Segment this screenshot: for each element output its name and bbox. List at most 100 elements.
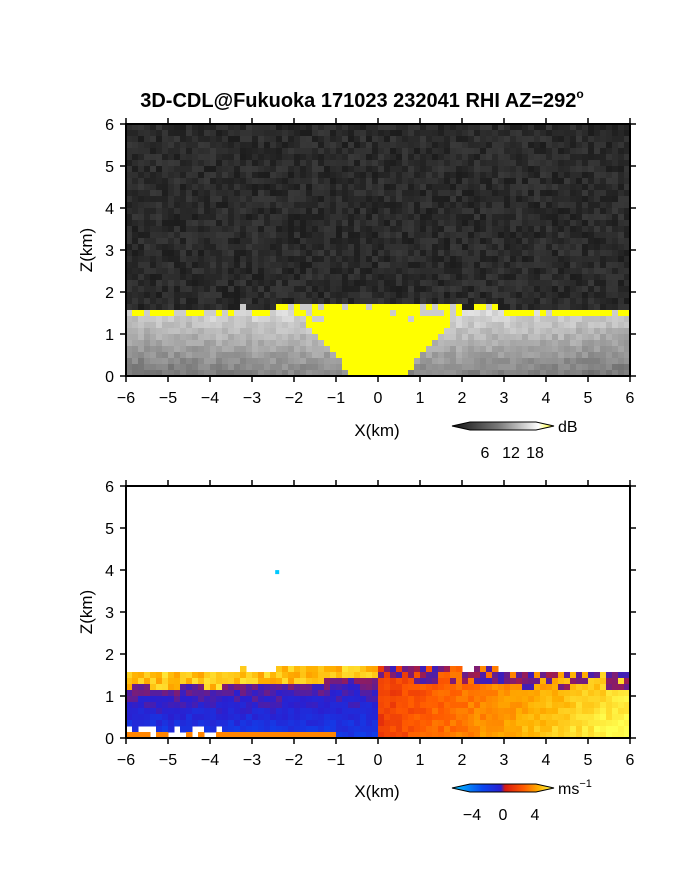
reflectivity-cell — [480, 274, 487, 281]
reflectivity-cell — [144, 370, 151, 377]
reflectivity-cell — [234, 346, 241, 353]
reflectivity-cell — [618, 202, 625, 209]
velocity-cell — [198, 720, 205, 727]
reflectivity-cell — [588, 190, 595, 197]
velocity-cell — [192, 696, 199, 703]
reflectivity-cell — [342, 364, 349, 371]
reflectivity-cell — [414, 148, 421, 155]
reflectivity-cell — [216, 364, 223, 371]
reflectivity-cell — [564, 238, 571, 245]
reflectivity-cell — [360, 292, 367, 299]
velocity-cell — [372, 726, 379, 733]
reflectivity-cell — [264, 250, 271, 257]
reflectivity-cell — [516, 256, 523, 263]
reflectivity-cell — [558, 232, 565, 239]
velocity-cell — [510, 672, 517, 679]
reflectivity-cell — [264, 130, 271, 137]
reflectivity-cell — [450, 364, 457, 371]
reflectivity-cell — [258, 340, 265, 347]
velocity-cell — [588, 678, 595, 685]
reflectivity-cell — [354, 256, 361, 263]
reflectivity-cell — [534, 268, 541, 275]
reflectivity-cell — [228, 136, 235, 143]
reflectivity-cell — [534, 280, 541, 287]
reflectivity-cell — [252, 130, 259, 137]
reflectivity-cell — [426, 214, 433, 221]
reflectivity-cell — [288, 364, 295, 371]
reflectivity-cell — [402, 298, 409, 305]
reflectivity-cell — [396, 220, 403, 227]
reflectivity-colorbar-bar — [451, 421, 555, 431]
reflectivity-cell — [588, 292, 595, 299]
reflectivity-cell — [438, 166, 445, 173]
reflectivity-cell — [576, 328, 583, 335]
reflectivity-cell — [510, 346, 517, 353]
reflectivity-cell — [234, 136, 241, 143]
reflectivity-cell — [210, 208, 217, 215]
reflectivity-cell — [306, 166, 313, 173]
reflectivity-cell — [372, 304, 379, 311]
reflectivity-cell — [618, 256, 625, 263]
reflectivity-cell — [228, 358, 235, 365]
reflectivity-xlabel: X(km) — [354, 421, 399, 440]
reflectivity-cell — [276, 154, 283, 161]
reflectivity-cell — [246, 334, 253, 341]
reflectivity-cell — [174, 346, 181, 353]
reflectivity-cell — [396, 142, 403, 149]
velocity-cell — [504, 672, 511, 679]
reflectivity-cell — [432, 292, 439, 299]
velocity-cell — [342, 684, 349, 691]
velocity-cell — [312, 684, 319, 691]
reflectivity-cell — [282, 130, 289, 137]
reflectivity-cell — [414, 226, 421, 233]
reflectivity-cell — [312, 232, 319, 239]
reflectivity-cell — [276, 238, 283, 245]
velocity-cell — [252, 690, 259, 697]
velocity-cell — [456, 720, 463, 727]
reflectivity-cell — [360, 250, 367, 257]
reflectivity-cell — [312, 316, 319, 323]
velocity-cell — [516, 696, 523, 703]
reflectivity-cell — [198, 328, 205, 335]
velocity-cell — [402, 684, 409, 691]
reflectivity-cell — [540, 184, 547, 191]
reflectivity-cell — [336, 286, 343, 293]
reflectivity-cell — [612, 190, 619, 197]
reflectivity-cell — [126, 280, 133, 287]
reflectivity-cell — [420, 316, 427, 323]
reflectivity-cell — [162, 124, 169, 131]
velocity-cell — [408, 732, 415, 739]
reflectivity-cell — [606, 154, 613, 161]
reflectivity-cell — [324, 364, 331, 371]
velocity-cell — [144, 672, 151, 679]
reflectivity-cell — [180, 172, 187, 179]
reflectivity-cell — [432, 196, 439, 203]
reflectivity-cell — [432, 184, 439, 191]
reflectivity-cell — [420, 280, 427, 287]
reflectivity-cell — [432, 280, 439, 287]
reflectivity-cell — [192, 298, 199, 305]
reflectivity-cell — [390, 196, 397, 203]
reflectivity-cell — [480, 340, 487, 347]
velocity-cell — [540, 702, 547, 709]
velocity-cell — [366, 690, 373, 697]
reflectivity-cell — [150, 124, 157, 131]
reflectivity-cell — [558, 328, 565, 335]
velocity-cell — [456, 702, 463, 709]
reflectivity-cell — [186, 166, 193, 173]
velocity-cell — [396, 678, 403, 685]
reflectivity-cell — [570, 148, 577, 155]
reflectivity-cell — [612, 142, 619, 149]
velocity-cell — [384, 690, 391, 697]
reflectivity-cell — [348, 256, 355, 263]
reflectivity-cell — [294, 274, 301, 281]
reflectivity-cell — [528, 178, 535, 185]
reflectivity-cell — [444, 280, 451, 287]
reflectivity-cell — [168, 286, 175, 293]
reflectivity-cell — [462, 166, 469, 173]
reflectivity-cell — [168, 280, 175, 287]
reflectivity-cell — [450, 184, 457, 191]
reflectivity-cell — [234, 190, 241, 197]
velocity-cell — [186, 678, 193, 685]
velocity-cell — [384, 708, 391, 715]
